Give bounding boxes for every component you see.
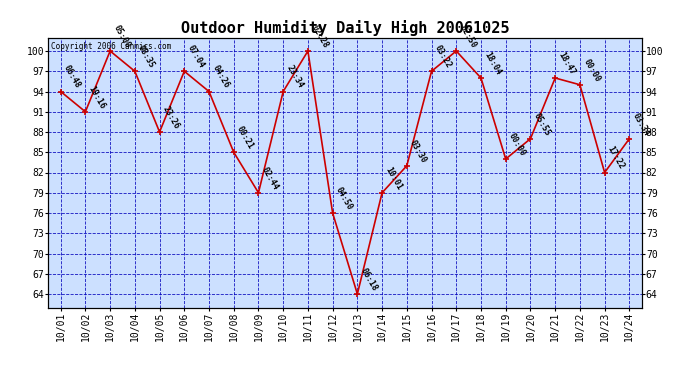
Text: 05:55: 05:55 xyxy=(532,111,552,137)
Text: 07:04: 07:04 xyxy=(186,44,206,70)
Text: 04:26: 04:26 xyxy=(210,64,230,90)
Text: 00:21: 00:21 xyxy=(235,125,255,151)
Text: 03:22: 03:22 xyxy=(433,44,453,70)
Text: 03:30: 03:30 xyxy=(408,138,428,164)
Text: 18:04: 18:04 xyxy=(482,51,503,76)
Text: 06:48: 06:48 xyxy=(62,64,82,90)
Text: 04:50: 04:50 xyxy=(334,186,355,211)
Text: 08:35: 08:35 xyxy=(136,44,157,70)
Text: 02:28: 02:28 xyxy=(309,24,330,50)
Text: 02:50: 02:50 xyxy=(457,24,478,50)
Text: 18:47: 18:47 xyxy=(557,51,577,76)
Text: 19:16: 19:16 xyxy=(87,84,107,110)
Text: 23:26: 23:26 xyxy=(161,105,181,130)
Text: 03:34: 03:34 xyxy=(631,111,651,137)
Text: 17:22: 17:22 xyxy=(606,145,627,171)
Text: 10:01: 10:01 xyxy=(384,165,404,191)
Text: 02:44: 02:44 xyxy=(260,165,280,191)
Text: Copyright 2006 Canmics.com: Copyright 2006 Canmics.com xyxy=(51,42,172,51)
Text: 00:00: 00:00 xyxy=(507,132,527,158)
Title: Outdoor Humidity Daily High 20061025: Outdoor Humidity Daily High 20061025 xyxy=(181,20,509,36)
Text: 06:18: 06:18 xyxy=(359,267,379,292)
Text: 05:00: 05:00 xyxy=(112,24,132,50)
Text: 00:00: 00:00 xyxy=(581,57,602,83)
Text: 23:34: 23:34 xyxy=(284,64,305,90)
